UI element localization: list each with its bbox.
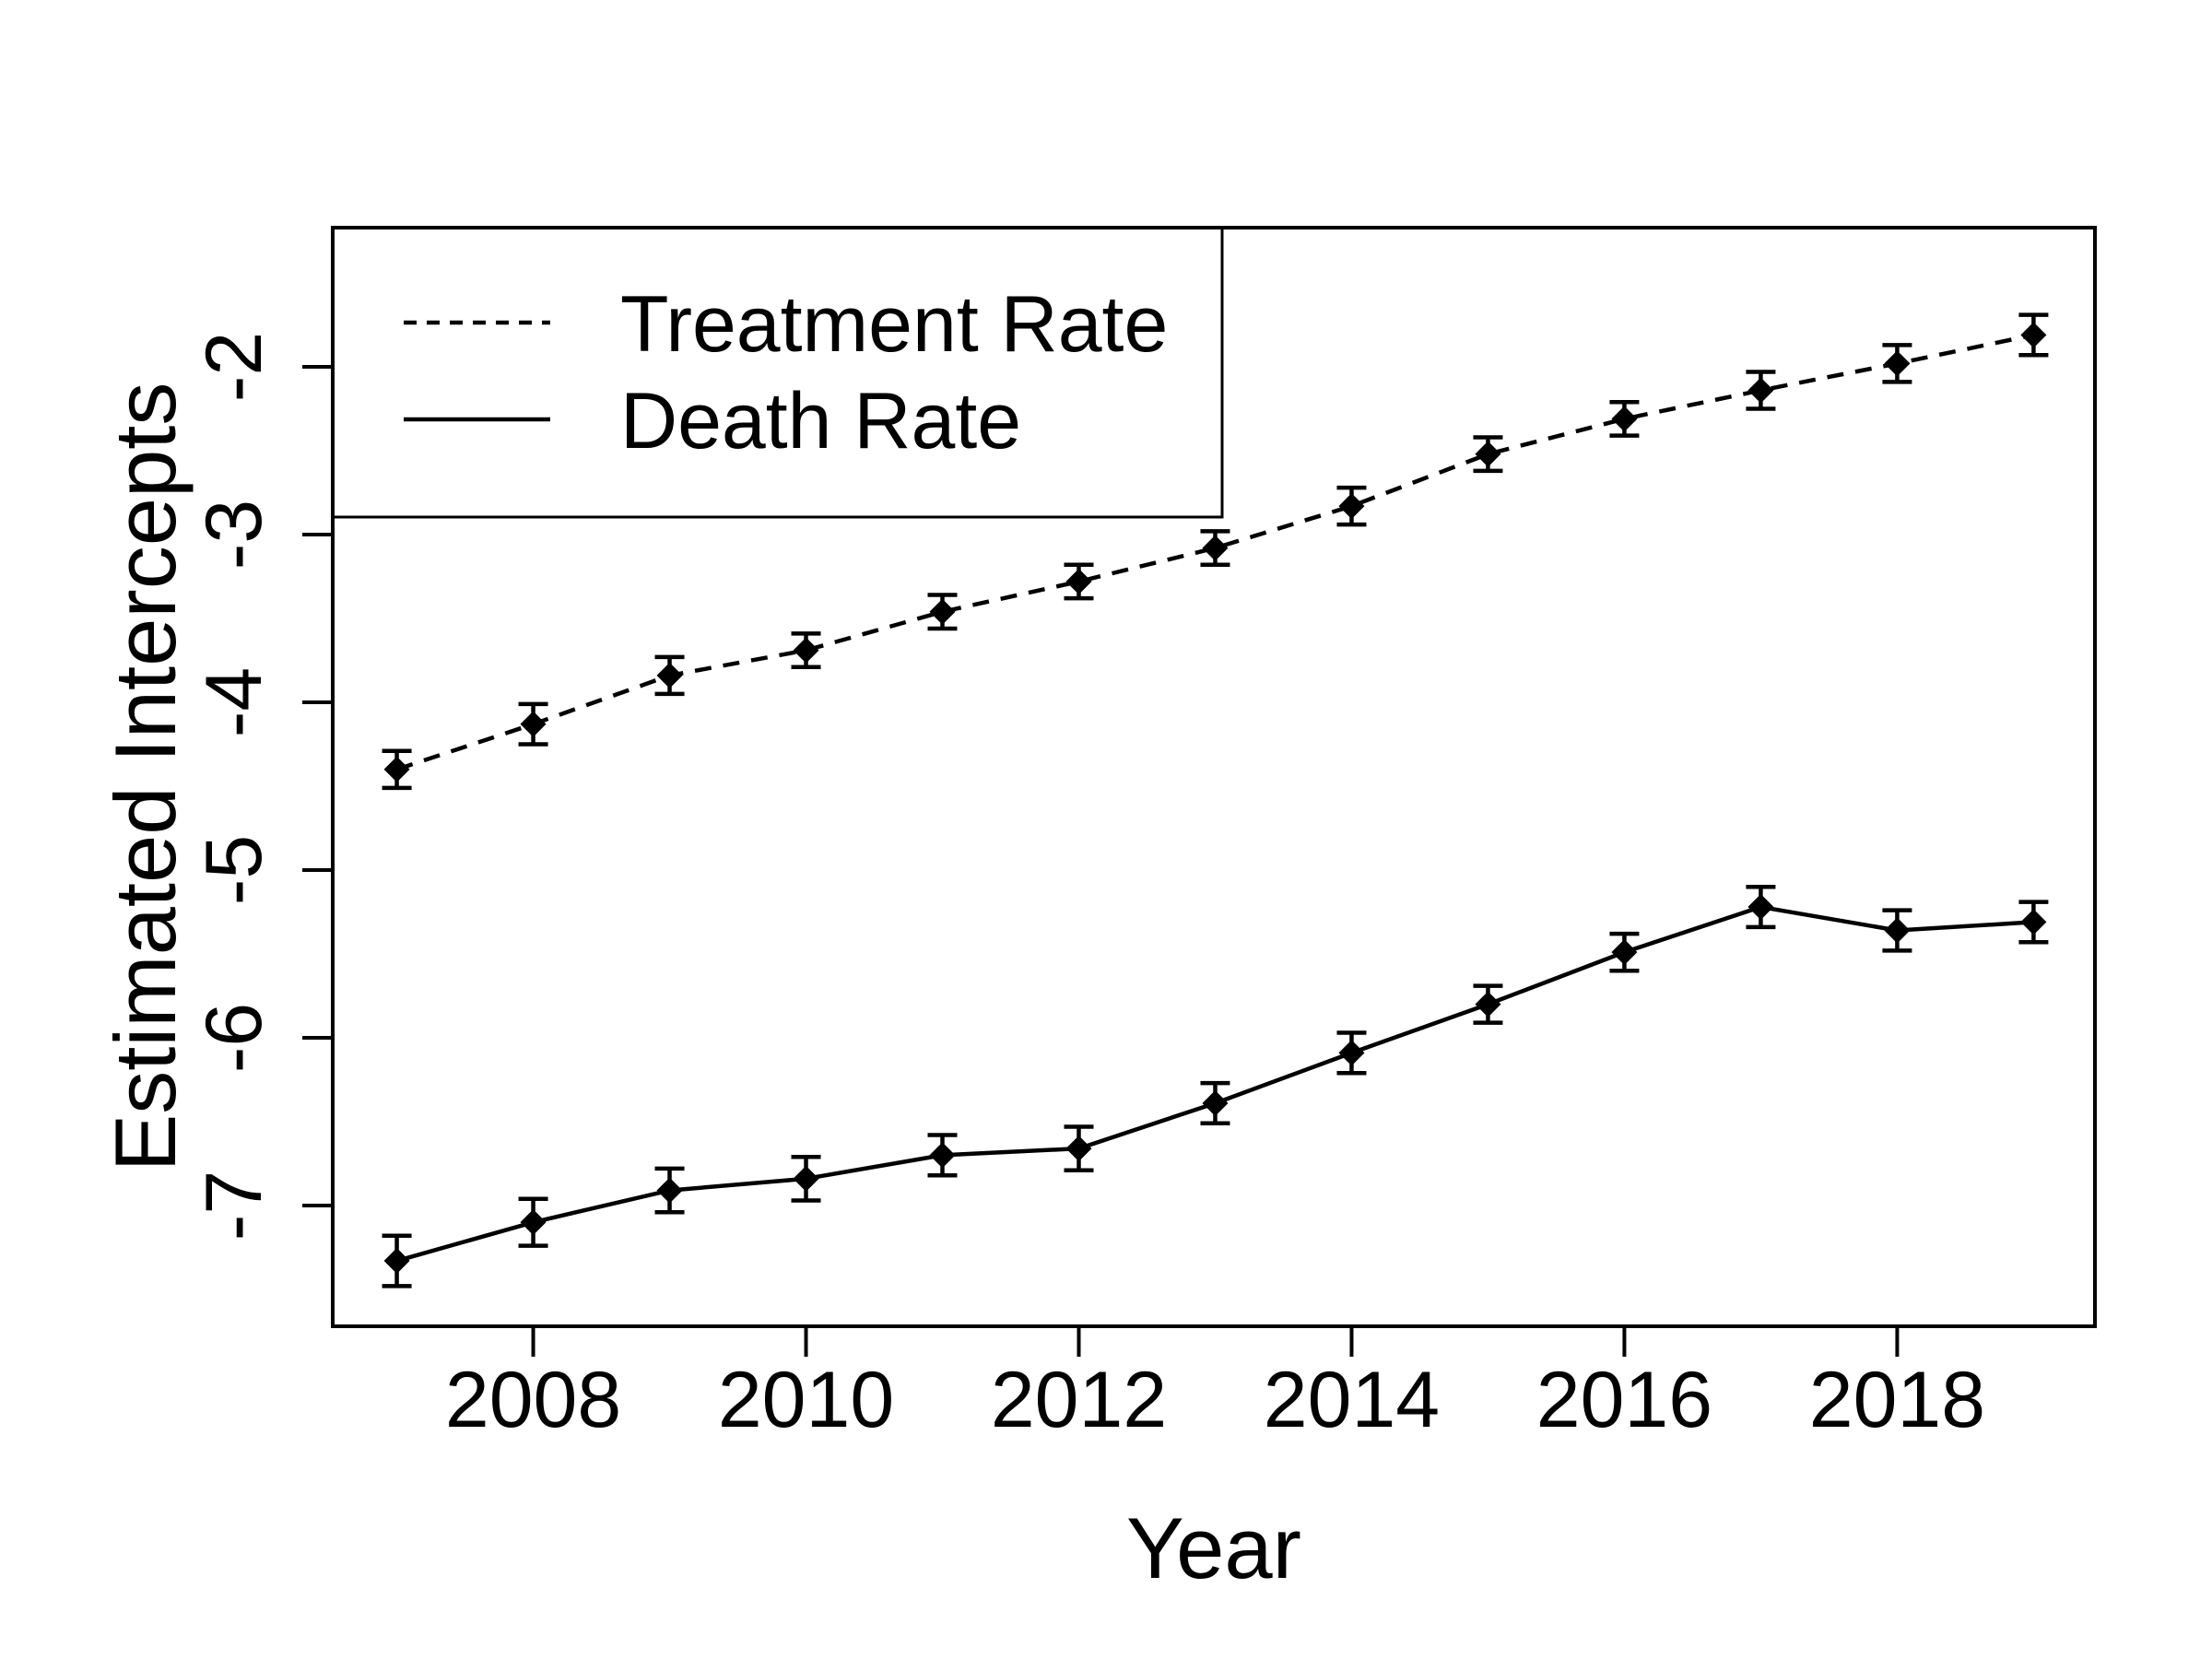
x-tick-label: 2010 bbox=[718, 1356, 894, 1444]
data-point bbox=[1475, 991, 1501, 1018]
x-tick-label: 2008 bbox=[445, 1356, 621, 1444]
x-tick-label: 2012 bbox=[991, 1356, 1167, 1444]
y-axis-title: Estimated Intercepts bbox=[97, 382, 194, 1172]
data-point bbox=[1338, 1040, 1365, 1066]
data-point bbox=[1065, 568, 1092, 594]
data-point bbox=[1747, 377, 1774, 404]
y-tick-label: -5 bbox=[190, 835, 278, 905]
data-point bbox=[383, 1248, 410, 1275]
data-point bbox=[1475, 441, 1501, 467]
data-point bbox=[1611, 939, 1638, 966]
x-tick-label: 2018 bbox=[1809, 1356, 1985, 1444]
data-point bbox=[793, 1165, 819, 1192]
data-point bbox=[383, 756, 410, 782]
data-point bbox=[520, 1209, 547, 1236]
data-point bbox=[1884, 350, 1911, 377]
data-point bbox=[929, 598, 956, 625]
data-point bbox=[1202, 1089, 1229, 1116]
x-tick-label: 2016 bbox=[1536, 1356, 1712, 1444]
data-point bbox=[656, 662, 683, 688]
y-tick-label: -6 bbox=[190, 1003, 278, 1073]
data-point bbox=[656, 1177, 683, 1204]
data-point bbox=[1884, 917, 1911, 944]
x-tick-label: 2014 bbox=[1264, 1356, 1440, 1444]
legend-item-label: Treatment Rate bbox=[620, 280, 1168, 369]
data-point bbox=[1065, 1135, 1092, 1162]
y-tick-label: -4 bbox=[190, 667, 278, 737]
data-point bbox=[1338, 493, 1365, 520]
data-point bbox=[520, 711, 547, 737]
legend-item-label: Death Rate bbox=[620, 377, 1021, 465]
data-point bbox=[1202, 535, 1229, 561]
y-tick-label: -3 bbox=[190, 500, 278, 570]
legend-box bbox=[331, 226, 1224, 519]
y-tick-label: -2 bbox=[190, 332, 278, 402]
data-point bbox=[2020, 322, 2047, 348]
x-axis-title: Year bbox=[1126, 1500, 1301, 1596]
data-point bbox=[793, 637, 819, 664]
y-tick-label: -7 bbox=[190, 1171, 278, 1241]
data-point bbox=[1747, 894, 1774, 921]
data-point bbox=[929, 1142, 956, 1169]
data-point bbox=[2020, 909, 2047, 935]
data-point bbox=[1611, 406, 1638, 432]
